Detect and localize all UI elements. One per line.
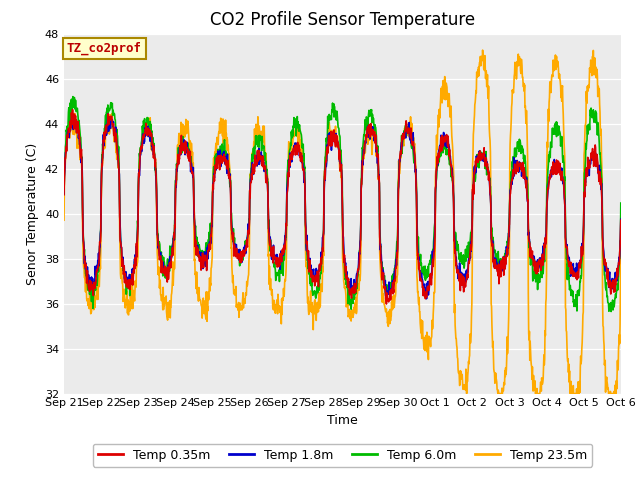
Legend: Temp 0.35m, Temp 1.8m, Temp 6.0m, Temp 23.5m: Temp 0.35m, Temp 1.8m, Temp 6.0m, Temp 2…	[93, 444, 592, 467]
Temp 6.0m	[69, 94, 77, 99]
Temp 23.5m	[103, 131, 111, 136]
Temp 6.0m	[318, 250, 326, 256]
Temp 0.35m	[297, 158, 305, 164]
Line: Temp 6.0m: Temp 6.0m	[64, 96, 621, 312]
Temp 6.0m	[126, 272, 134, 277]
Temp 23.5m	[479, 47, 486, 53]
Temp 23.5m	[126, 308, 134, 314]
Temp 1.8m	[297, 151, 305, 157]
Temp 23.5m	[318, 281, 326, 287]
Temp 0.35m	[104, 122, 111, 128]
X-axis label: Time: Time	[327, 414, 358, 427]
Temp 1.8m	[378, 252, 385, 257]
Line: Temp 23.5m: Temp 23.5m	[64, 50, 621, 394]
Temp 0.35m	[68, 107, 76, 112]
Temp 23.5m	[617, 237, 625, 242]
Temp 23.5m	[463, 391, 470, 396]
Temp 23.5m	[296, 153, 304, 159]
Temp 0.35m	[617, 217, 625, 223]
Temp 1.8m	[60, 191, 68, 197]
Temp 6.0m	[297, 130, 305, 135]
Temp 0.35m	[378, 259, 385, 264]
Temp 1.8m	[422, 296, 430, 301]
Temp 23.5m	[308, 305, 316, 311]
Temp 23.5m	[60, 217, 68, 223]
Temp 1.8m	[126, 280, 134, 286]
Line: Temp 1.8m: Temp 1.8m	[64, 114, 621, 299]
Temp 0.35m	[126, 287, 134, 292]
Temp 1.8m	[308, 271, 316, 277]
Temp 1.8m	[318, 250, 326, 256]
Temp 0.35m	[383, 301, 390, 307]
Temp 6.0m	[617, 200, 625, 206]
Temp 1.8m	[103, 128, 111, 133]
Temp 6.0m	[378, 260, 385, 266]
Temp 0.35m	[308, 275, 316, 280]
Text: TZ_co2prof: TZ_co2prof	[67, 42, 142, 55]
Temp 23.5m	[377, 274, 385, 279]
Temp 6.0m	[104, 118, 111, 123]
Temp 6.0m	[60, 190, 68, 196]
Temp 1.8m	[104, 111, 111, 117]
Temp 6.0m	[607, 309, 615, 314]
Line: Temp 0.35m: Temp 0.35m	[64, 109, 621, 304]
Temp 1.8m	[617, 216, 625, 222]
Y-axis label: Senor Temperature (C): Senor Temperature (C)	[26, 143, 39, 285]
Temp 0.35m	[318, 254, 326, 260]
Title: CO2 Profile Sensor Temperature: CO2 Profile Sensor Temperature	[210, 11, 475, 29]
Temp 0.35m	[60, 192, 68, 198]
Temp 6.0m	[308, 288, 316, 293]
